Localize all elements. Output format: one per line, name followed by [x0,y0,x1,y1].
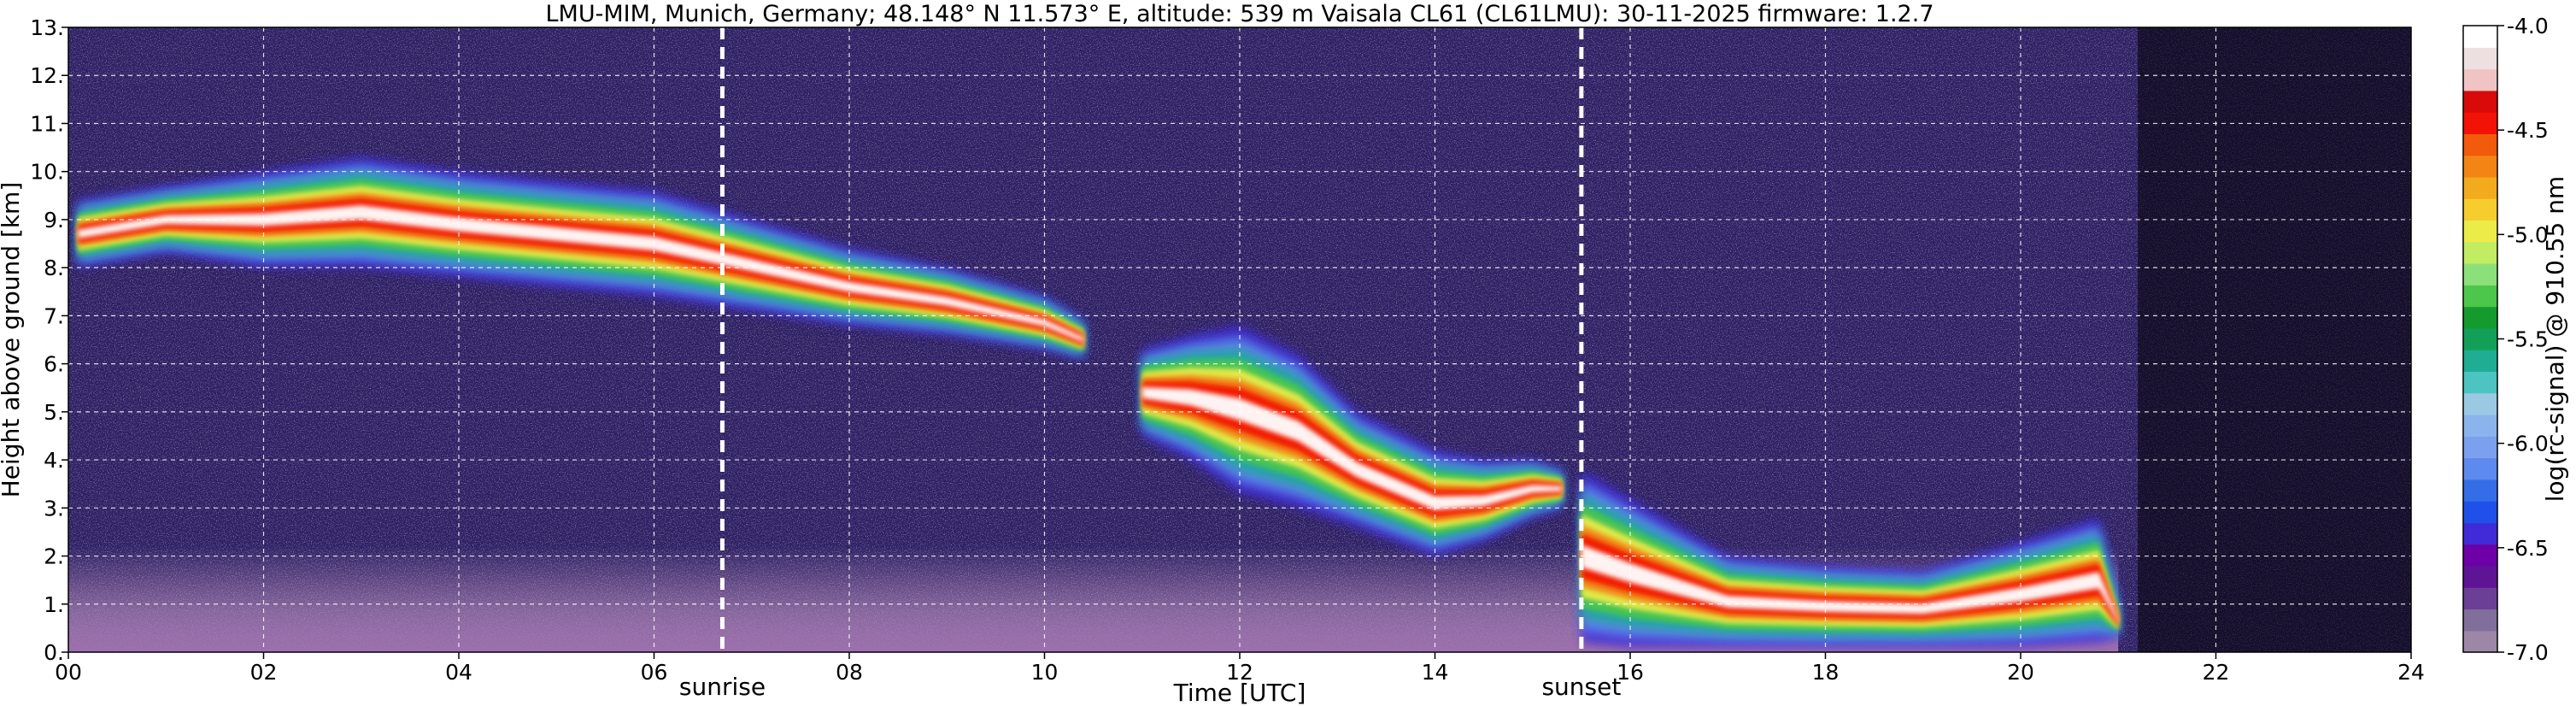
colorbar-segment [2463,350,2497,373]
colorbar-segment [2463,457,2497,480]
colorbar-segment [2463,220,2497,243]
sunset-label: sunset [1541,673,1621,701]
colorbar: -4.0 -4.5 -5.0 -5.5 -6.0 -6.5 -7.0 [2462,14,2549,665]
cloud-band-upper-7 [78,205,1084,343]
cloud-layer-lower [1581,469,2119,648]
cloud-band-lower-7 [1581,544,2119,623]
colorbar-segment [2463,306,2497,329]
colorbar-tick-label: -6.5 [2507,536,2549,561]
x-tick-label: 00 [55,660,82,685]
y-tick-label: 13. [30,15,64,40]
night-clear-region [2138,27,2411,652]
y-tick-label: 3. [44,496,64,521]
y-axis-ticks: 0. 1. 2. 3. 4. 5. 6. 7. 8. 9. 10. 11. 12. 13. [30,15,68,665]
colorbar-tick-label: -5.0 [2507,222,2549,247]
colorbar-segment [2463,501,2497,523]
colorbar-tick-label: -5.5 [2507,327,2549,352]
colorbar-segment [2463,544,2497,567]
x-tick-label: 04 [445,660,472,685]
colorbar-segment [2463,392,2497,415]
colorbar-tick-label: -6.0 [2507,432,2549,456]
cloud-band-upper-5 [78,192,1084,347]
colorbar-segment [2463,263,2497,285]
chart-title: LMU-MIM, Munich, Germany; 48.148° N 11.5… [545,1,1933,27]
cloud-band-middle-7 [1141,386,1562,510]
colorbar-segment [2463,198,2497,221]
colorbar-segment [2463,176,2497,199]
colorbar-segment [2463,241,2497,264]
y-tick-label: 10. [30,160,64,185]
y-tick-label: 9. [44,208,64,232]
sunrise-label: sunrise [679,673,766,701]
grid [68,27,2411,652]
x-tick-label: 12 [1226,660,1253,685]
colorbar-segment [2463,47,2497,70]
colorbar-label: log(rc-signal) @ 910.55 nm [2541,176,2569,502]
colorbar-segment [2463,68,2497,91]
y-tick-label: 12. [30,63,64,88]
x-tick-label: 14 [1422,660,1449,685]
colorbar-segment [2463,285,2497,308]
colorbar-segment [2463,26,2497,48]
x-tick-label: 06 [641,660,668,685]
colorbar-segment [2463,90,2497,113]
colorbar-segment [2463,630,2497,653]
sun-annotations: sunrise sunset [679,673,1621,701]
y-tick-label: 0. [44,640,64,665]
colorbar-segment [2463,479,2497,502]
x-tick-label: 08 [836,660,863,685]
sun-lines [719,27,1584,652]
y-tick-label: 7. [44,303,64,328]
y-tick-label: 1. [44,592,64,617]
x-axis-ticks: 00 02 04 06 08 10 12 14 16 18 20 22 24 [55,652,2425,685]
colorbar-segment [2463,565,2497,588]
colorbar-segment [2463,133,2497,156]
y-tick-label: 2. [44,544,64,569]
cloud-band-upper-6 [78,197,1084,345]
cloud-layers [78,156,2119,648]
x-tick-label: 16 [1617,660,1644,685]
y-tick-label: 5. [44,400,64,425]
x-tick-label: 10 [1031,660,1059,685]
x-tick-label: 24 [2397,660,2425,685]
cloud-layer-middle [1141,325,1562,556]
x-tick-label: 22 [2203,660,2230,685]
colorbar-segment [2463,436,2497,459]
colorbar-segment [2463,609,2497,632]
plot-area [68,27,2411,652]
x-tick-label: 20 [2007,660,2034,685]
colorbar-segment [2463,155,2497,178]
colorbar-tick-label: -4.5 [2507,118,2549,143]
colorbar-segment [2463,587,2497,610]
colorbar-segment [2463,327,2497,350]
colorbar-segment [2463,371,2497,394]
x-axis-label: Time [UTC] [1173,679,1306,706]
x-tick-label: 18 [1812,660,1840,685]
cloud-layer-upper [78,156,1084,359]
y-tick-label: 6. [44,352,64,377]
colorbar-segment [2463,414,2497,437]
y-tick-label: 8. [44,256,64,280]
y-axis-label: Height above ground [km] [0,182,25,498]
x-tick-label: 02 [250,660,278,685]
colorbar-tick-label: -4.0 [2507,14,2549,38]
colorbar-tick-label: -7.0 [2507,640,2549,665]
y-tick-label: 11. [30,111,64,136]
colorbar-segment [2463,522,2497,545]
y-tick-label: 4. [44,448,64,473]
colorbar-segment [2463,112,2497,134]
